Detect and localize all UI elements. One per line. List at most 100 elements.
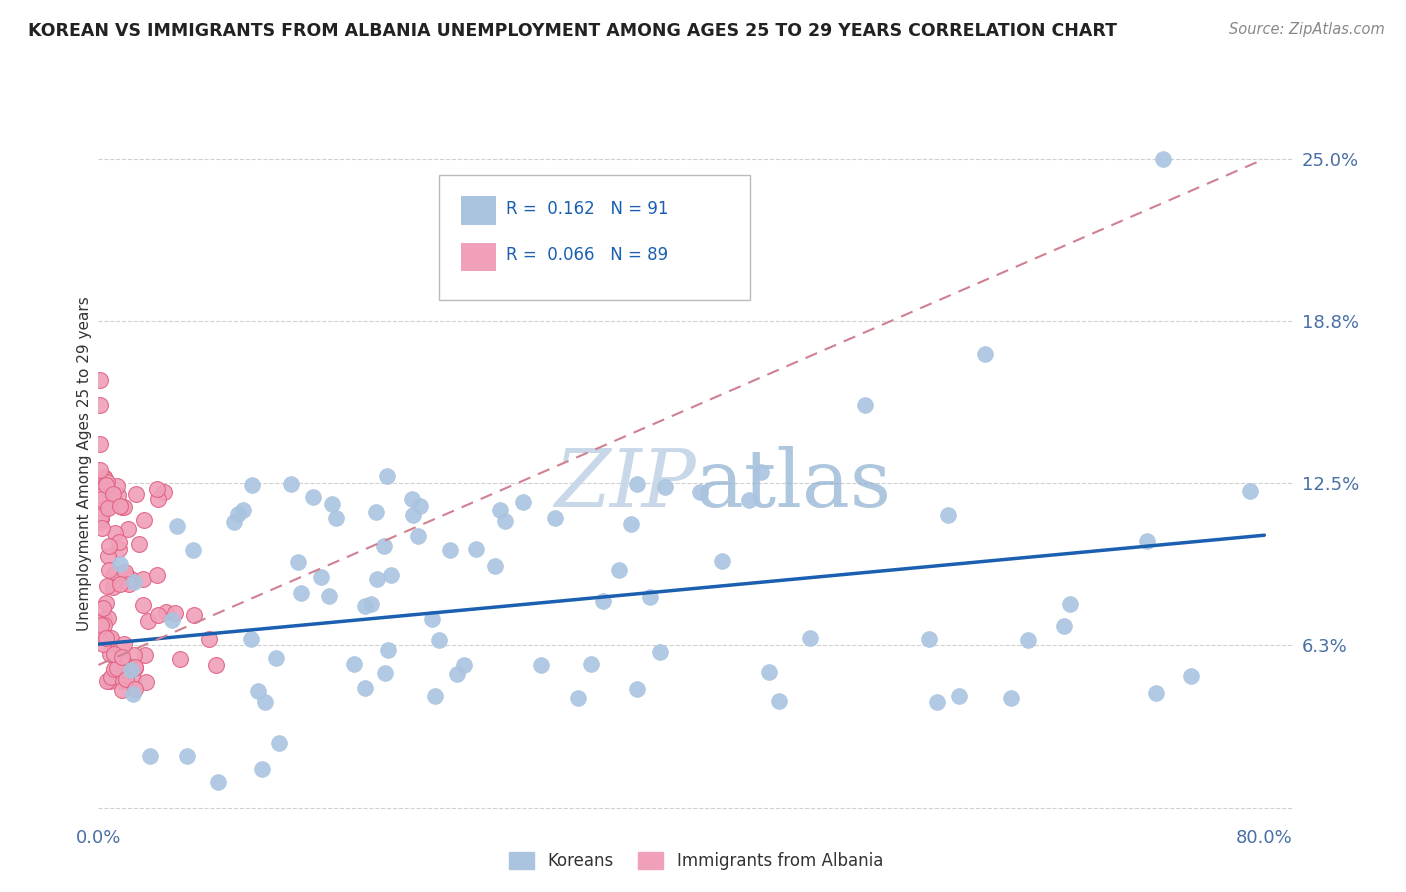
Point [373, 539, 395, 553]
Point [543, 510, 565, 524]
FancyBboxPatch shape [439, 175, 749, 300]
Point [366, 573, 388, 587]
Point [250, 762, 273, 776]
Point [111, 500, 134, 514]
Point [1053, 619, 1076, 633]
Point [134, 648, 156, 662]
Point [738, 493, 761, 508]
Point [1059, 597, 1081, 611]
Point [353, 599, 375, 613]
Point [401, 492, 423, 507]
Point [134, 513, 156, 527]
Point [231, 503, 253, 517]
Point [325, 510, 347, 524]
Point [103, 566, 125, 581]
Point [122, 574, 145, 589]
Point [343, 657, 366, 672]
Point [97, 549, 120, 564]
Point [107, 488, 129, 502]
Point [465, 541, 488, 556]
Point [146, 568, 169, 582]
Point [135, 675, 157, 690]
Text: KOREAN VS IMMIGRANTS FROM ALBANIA UNEMPLOYMENT AMONG AGES 25 TO 29 YEARS CORRELA: KOREAN VS IMMIGRANTS FROM ALBANIA UNEMPL… [28, 22, 1118, 40]
Point [1136, 534, 1159, 549]
Point [183, 608, 205, 623]
Point [105, 661, 128, 675]
Point [422, 612, 444, 626]
Point [1152, 152, 1174, 166]
Point [240, 477, 263, 491]
Point [176, 748, 198, 763]
Point [117, 522, 139, 536]
Point [380, 568, 402, 582]
Point [567, 691, 589, 706]
Point [89, 489, 111, 503]
Point [90, 520, 112, 534]
Point [364, 505, 387, 519]
Y-axis label: Unemployment Among Ages 25 to 29 years: Unemployment Among Ages 25 to 29 years [77, 296, 91, 632]
Point [114, 500, 136, 515]
Point [111, 673, 134, 688]
Point [107, 541, 129, 556]
Point [360, 597, 382, 611]
Bar [461, 196, 496, 225]
Point [592, 593, 614, 607]
Point [105, 478, 128, 492]
Point [494, 514, 516, 528]
Point [96, 475, 118, 489]
Point [166, 519, 188, 533]
Point [169, 652, 191, 666]
Point [409, 500, 432, 514]
Point [120, 572, 142, 586]
Point [155, 605, 177, 619]
Point [453, 658, 475, 673]
Point [93, 618, 115, 632]
Point [101, 491, 124, 505]
Point [609, 563, 631, 577]
Point [101, 580, 124, 594]
Point [512, 494, 534, 508]
Point [488, 503, 510, 517]
Legend: Koreans, Immigrants from Albania: Koreans, Immigrants from Albania [502, 845, 890, 877]
Point [427, 632, 450, 647]
Point [124, 660, 146, 674]
Point [1239, 484, 1261, 499]
Point [111, 682, 134, 697]
Point [269, 736, 291, 750]
Point [117, 664, 139, 678]
Point [93, 502, 115, 516]
Point [104, 525, 127, 540]
Point [153, 485, 176, 500]
Point [377, 643, 399, 657]
Point [103, 662, 125, 676]
Text: R =  0.162   N = 91: R = 0.162 N = 91 [506, 200, 668, 218]
Point [98, 647, 121, 661]
Point [96, 674, 118, 689]
Point [165, 606, 187, 620]
Point [112, 637, 135, 651]
Point [108, 535, 131, 549]
Text: ZIP: ZIP [554, 447, 696, 524]
Point [309, 570, 332, 584]
Point [973, 346, 995, 360]
Point [114, 565, 136, 579]
Point [146, 608, 169, 623]
Point [290, 586, 312, 600]
Point [125, 487, 148, 501]
Point [110, 640, 132, 655]
Point [97, 611, 120, 625]
Point [139, 748, 162, 763]
Point [1180, 669, 1202, 683]
Point [128, 537, 150, 551]
Point [224, 515, 246, 529]
Point [100, 634, 122, 648]
Point [638, 590, 661, 604]
Point [108, 576, 131, 591]
Point [94, 596, 117, 610]
Point [89, 399, 111, 413]
Point [948, 689, 970, 703]
Point [579, 657, 602, 672]
Point [226, 507, 249, 521]
Point [768, 694, 790, 708]
Point [402, 508, 425, 523]
